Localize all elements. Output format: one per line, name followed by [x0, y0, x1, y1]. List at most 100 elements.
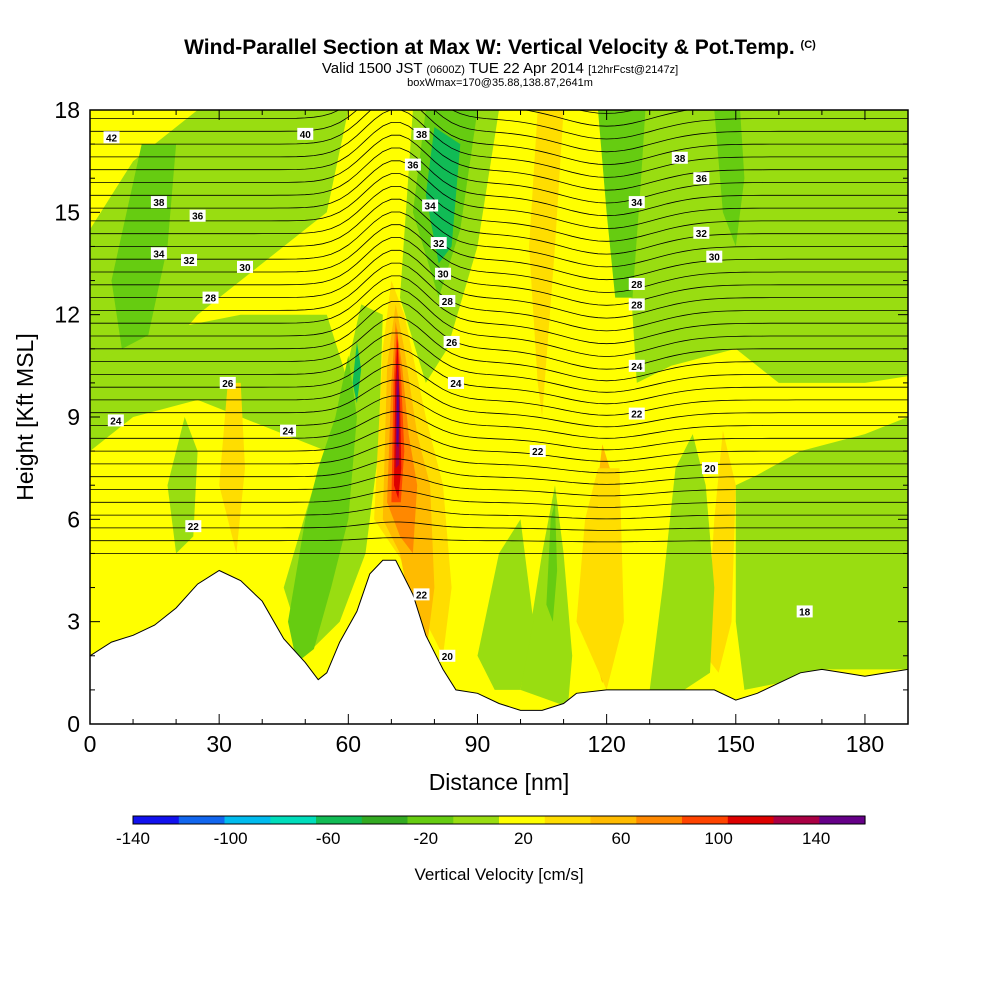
theta-contour-line [90, 122, 908, 191]
theta-contour-line [90, 0, 908, 11]
title-main: Wind-Parallel Section at Max W: Vertical… [184, 36, 795, 59]
theta-label: 28 [439, 295, 456, 308]
x-axis-label: Distance [nm] [429, 769, 570, 795]
theta-label-bg [628, 407, 645, 420]
theta-contour-line [90, 537, 908, 543]
colorbar-swatch [499, 816, 546, 824]
x-tick-label: 120 [587, 731, 625, 757]
theta-contour-line [90, 160, 908, 229]
theta-contour-line [90, 301, 908, 370]
theta-label-text: 36 [696, 174, 708, 185]
velocity-region [705, 430, 736, 673]
x-tick-label: 90 [465, 731, 491, 757]
theta-contour-line [90, 110, 908, 166]
theta-contour-line [90, 364, 908, 416]
theta-label-text: 32 [696, 229, 708, 240]
theta-label-bg [189, 209, 206, 222]
colorbar-tick-label: 20 [514, 829, 533, 848]
y-tick-label: 18 [54, 97, 80, 123]
theta-label-text: 36 [407, 161, 419, 172]
theta-contour-line [90, 33, 908, 101]
y-tick-label: 3 [67, 609, 80, 635]
x-tick-label: 180 [846, 731, 884, 757]
theta-label-text: 40 [300, 130, 312, 141]
colorbar-tick-label: -20 [414, 829, 439, 848]
theta-contours [90, 0, 908, 554]
theta-label-bg [529, 445, 546, 458]
velocity-region [477, 519, 534, 690]
theta-label-bg [150, 247, 167, 260]
theta-contour-line [90, 110, 908, 140]
theta-label-text: 22 [631, 410, 643, 421]
theta-contour-line [90, 505, 908, 520]
theta-label: 40 [297, 127, 314, 141]
theta-label-bg [447, 376, 464, 389]
theta-label-text: 28 [205, 294, 217, 305]
colorbar-tick-label: -60 [316, 829, 341, 848]
theta-label-bg [430, 237, 447, 250]
theta-contour-line [90, 442, 908, 474]
theta-label: 28 [628, 277, 645, 291]
y-tick-label: 0 [67, 711, 80, 737]
theta-label: 34 [422, 199, 439, 213]
theta-label-text: 28 [442, 297, 454, 308]
box-info: boxWmax=170@35.88,138.87,2641m [407, 77, 593, 89]
theta-label-text: 24 [631, 362, 643, 373]
theta-contour-line [90, 20, 908, 88]
theta-label-text: 24 [110, 416, 122, 427]
x-tick-label: 60 [336, 731, 362, 757]
theta-contour-line [90, 110, 908, 153]
colorbar-swatch [819, 816, 866, 824]
theta-label-bg [107, 414, 124, 427]
theta-label-bg [671, 151, 688, 164]
title-tag: (C) [800, 39, 816, 51]
theta-label-text: 22 [416, 590, 428, 601]
theta-contour-line [90, 521, 908, 531]
theta-contour-line [90, 147, 908, 217]
theta-label-bg [236, 260, 253, 273]
theta-label: 24 [447, 376, 464, 390]
colorbar-swatch [453, 816, 500, 824]
theta-label-bg [796, 605, 813, 618]
chart-title: Wind-Parallel Section at Max W: Vertical… [0, 36, 1000, 60]
theta-contour-line [90, 0, 908, 50]
theta-label-bg [439, 295, 456, 308]
theta-label-text: 42 [106, 133, 118, 144]
theta-label-bg [628, 298, 645, 311]
subtitle-fcst: [12hrFcst@2147z] [588, 64, 679, 76]
colorbar-tick-label: -100 [214, 829, 248, 848]
theta-label-bg [439, 649, 456, 662]
theta-contour-labels: 42 40 38 38 36 36 38 36 34 34 32 32 34 32 30 30 30 28 28 28… [103, 127, 813, 663]
colorbar-swatch [636, 816, 683, 824]
theta-label-bg [297, 127, 314, 140]
theta-contour-line [90, 411, 908, 451]
colorbar-tick-label: 140 [802, 829, 830, 848]
colorbar-label: Vertical Velocity [cm/s] [414, 865, 583, 884]
velocity-region [520, 485, 573, 707]
theta-label: 22 [413, 588, 430, 601]
colorbar-swatch [590, 816, 637, 824]
colorbar-swatch [407, 816, 454, 824]
theta-label-text: 36 [192, 212, 204, 223]
velocity-region [352, 342, 362, 404]
plot-area [90, 0, 908, 724]
theta-contour-line [90, 224, 908, 293]
theta-label: 30 [236, 260, 253, 274]
theta-label-bg [404, 158, 421, 171]
theta-label: 30 [706, 250, 723, 264]
theta-label-bg [103, 131, 120, 144]
theta-label-text: 20 [442, 652, 454, 663]
theta-label-text: 28 [631, 280, 643, 291]
theta-label-text: 34 [425, 202, 437, 213]
theta-label-text: 34 [153, 249, 165, 260]
theta-label-bg [185, 520, 202, 533]
theta-contour-line [90, 395, 908, 439]
y-axis-label: Height [Kft MSL] [12, 333, 38, 500]
colorbar-swatch [316, 816, 363, 824]
colorbar-swatch [133, 816, 180, 824]
theta-label-text: 30 [239, 263, 251, 274]
theta-label-bg [706, 250, 723, 263]
theta-label: 22 [185, 520, 202, 533]
theta-label-bg [150, 196, 167, 209]
